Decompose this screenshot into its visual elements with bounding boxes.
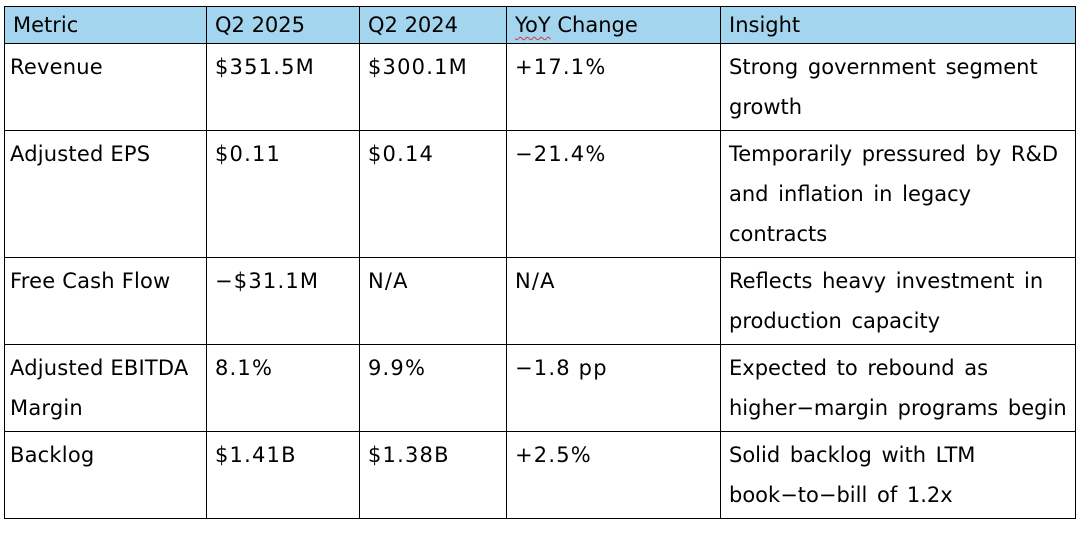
table-header-row: Metric Q2 2025 Q2 2024 YoY Change Insigh… <box>4 6 1076 44</box>
cell-insight: Solid backlog with LTM book−to−bill of 1… <box>720 431 1076 519</box>
document-page: Metric Q2 2025 Q2 2024 YoY Change Insigh… <box>4 6 1076 519</box>
cell-metric: Adjusted EPS <box>4 130 207 258</box>
header-insight: Insight <box>720 6 1076 44</box>
cell-yoy-change: +2.5% <box>506 431 721 519</box>
table-row: Backlog $1.41B $1.38B +2.5% Solid backlo… <box>4 431 1076 519</box>
header-yoy-change: YoY Change <box>506 6 721 44</box>
header-metric: Metric <box>4 6 207 44</box>
table-row: Adjusted EPS $0.11 $0.14 −21.4% Temporar… <box>4 130 1076 258</box>
cell-metric: Backlog <box>4 431 207 519</box>
cell-q2-2024: $300.1M <box>359 43 507 131</box>
cell-yoy-change: −1.8 pp <box>506 344 721 432</box>
cell-metric: Free Cash Flow <box>4 257 207 345</box>
cell-q2-2024: $1.38B <box>359 431 507 519</box>
cell-q2-2025: $1.41B <box>206 431 360 519</box>
cell-metric: Adjusted EBITDA Margin <box>4 344 207 432</box>
cell-q2-2025: $0.11 <box>206 130 360 258</box>
cell-yoy-change: N/A <box>506 257 721 345</box>
header-yoy-word: YoY <box>515 13 551 37</box>
table-row: Revenue $351.5M $300.1M +17.1% Strong go… <box>4 43 1076 131</box>
cell-metric: Revenue <box>4 43 207 131</box>
header-yoy-rest: Change <box>550 13 638 37</box>
table-row: Adjusted EBITDA Margin 8.1% 9.9% −1.8 pp… <box>4 344 1076 432</box>
cell-q2-2025: 8.1% <box>206 344 360 432</box>
cell-yoy-change: −21.4% <box>506 130 721 258</box>
cell-insight: Strong government segment growth <box>720 43 1076 131</box>
cell-insight: Expected to rebound as higher−margin pro… <box>720 344 1076 432</box>
header-q2-2025: Q2 2025 <box>206 6 360 44</box>
cell-q2-2025: −$31.1M <box>206 257 360 345</box>
header-q2-2024: Q2 2024 <box>359 6 507 44</box>
cell-insight: Reflects heavy investment in production … <box>720 257 1076 345</box>
cell-q2-2024: N/A <box>359 257 507 345</box>
table-row: Free Cash Flow −$31.1M N/A N/A Reflects … <box>4 257 1076 345</box>
cell-insight: Temporarily pressured by R&D and inflati… <box>720 130 1076 258</box>
cell-q2-2025: $351.5M <box>206 43 360 131</box>
cell-q2-2024: $0.14 <box>359 130 507 258</box>
metrics-table: Metric Q2 2025 Q2 2024 YoY Change Insigh… <box>4 6 1076 519</box>
cell-q2-2024: 9.9% <box>359 344 507 432</box>
cell-yoy-change: +17.1% <box>506 43 721 131</box>
